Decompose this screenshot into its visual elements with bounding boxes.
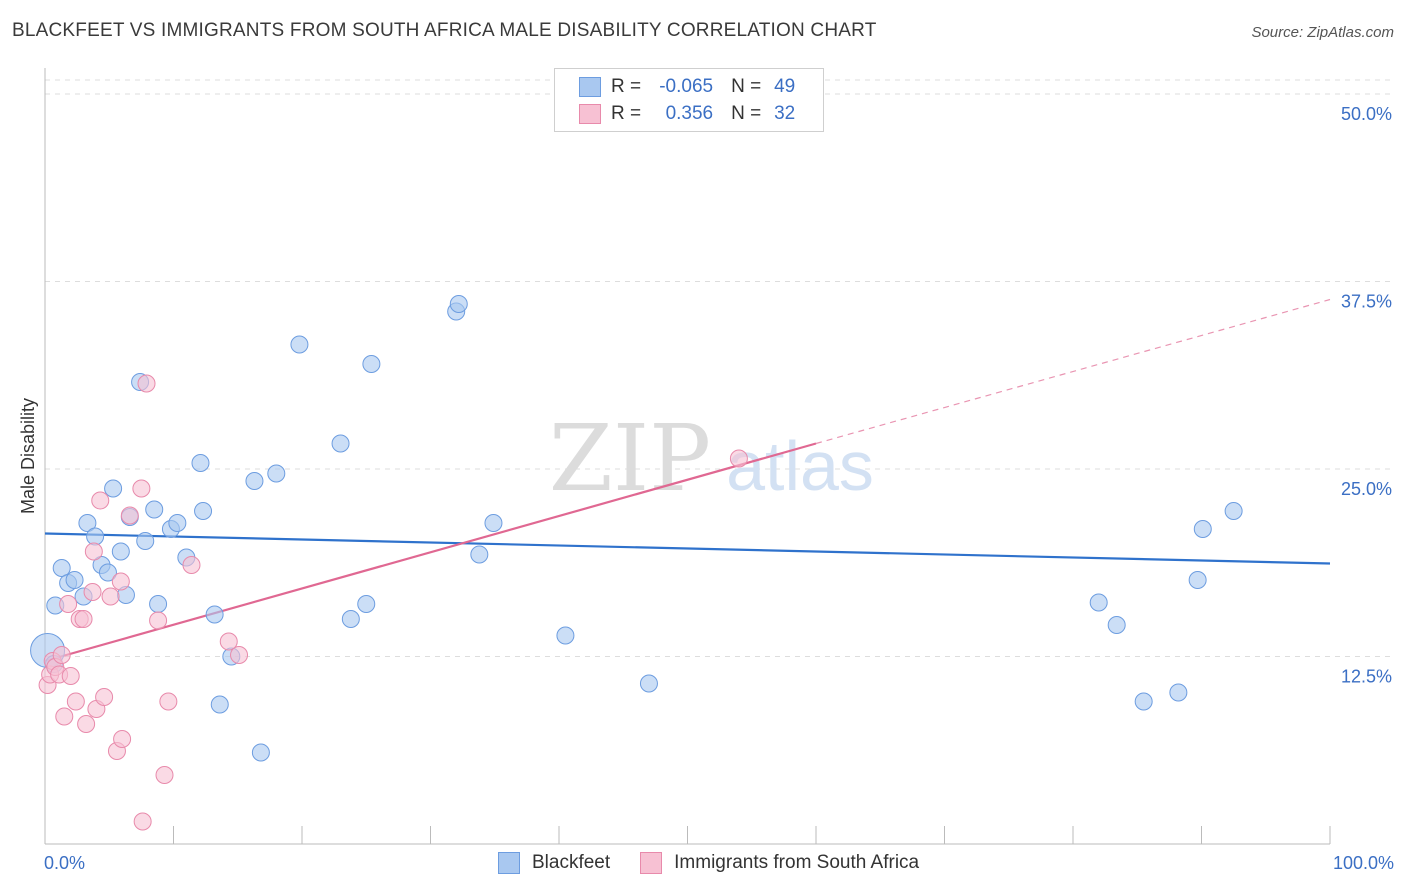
legend-row-blackfeet: R = -0.065 N = 49 <box>579 74 795 100</box>
immigrants-point <box>149 611 168 630</box>
immigrants-point <box>133 812 152 831</box>
blackfeet-point <box>65 571 84 589</box>
immigrants-point <box>101 587 120 606</box>
legend-r-label: R = <box>611 76 642 97</box>
blackfeet-point <box>98 563 117 582</box>
blackfeet-point <box>168 514 187 532</box>
legend-item-immigrants[interactable]: Immigrants from South Africa <box>640 852 919 874</box>
blackfeet-point <box>1107 616 1126 634</box>
blackfeet-point <box>245 472 264 490</box>
x-tick-label: 100.0% <box>1333 853 1394 873</box>
immigrants-point <box>120 506 139 525</box>
blackfeet-point <box>449 295 468 313</box>
series-legend: Blackfeet Immigrants from South Africa <box>498 852 949 874</box>
watermark-atlas: atlas <box>726 427 874 505</box>
immigrants-trendline <box>44 442 817 663</box>
blackfeet-point <box>1193 520 1212 538</box>
correlation-legend: R = -0.065 N = 49 R = 0.356 N = 32 <box>554 68 824 132</box>
immigrants-point <box>66 692 85 711</box>
blackfeet-point <box>52 559 71 577</box>
immigrants-point <box>55 707 74 726</box>
blackfeet-point <box>210 695 229 714</box>
immigrants-trendline-extension <box>815 298 1331 445</box>
immigrants-point <box>132 479 151 498</box>
blackfeet-point <box>290 335 309 354</box>
blackfeet-point <box>1089 593 1108 612</box>
legend-item-blackfeet[interactable]: Blackfeet <box>498 852 610 874</box>
blackfeet-point <box>362 355 381 373</box>
immigrants-point <box>52 646 71 664</box>
blackfeet-point <box>194 502 213 520</box>
blackfeet-point <box>1134 692 1153 711</box>
immigrants-point <box>61 667 80 685</box>
legend-r-label: R = <box>611 103 642 124</box>
x-tick-label: 0.0% <box>44 853 85 873</box>
blackfeet-point <box>78 514 97 532</box>
immigrants-point <box>74 610 93 628</box>
blackfeet-point <box>149 595 168 613</box>
blackfeet-point <box>251 743 270 762</box>
immigrants-point <box>84 542 103 561</box>
immigrants-point <box>95 688 114 706</box>
blackfeet-point <box>205 605 224 624</box>
blackfeet-point <box>267 464 286 483</box>
blackfeet-point <box>1224 502 1243 520</box>
immigrants-point <box>137 374 156 393</box>
legend-label-immigrants: Immigrants from South Africa <box>674 852 920 873</box>
blackfeet-point <box>136 532 155 550</box>
blackfeet-point <box>111 542 130 561</box>
watermark-zip: ZIP <box>549 405 711 512</box>
y-tick-label: 37.5% <box>1341 292 1392 312</box>
blackfeet-point <box>357 595 376 613</box>
immigrants-point <box>113 730 132 748</box>
immigrants-point <box>182 556 201 574</box>
legend-n-label: N = <box>731 103 762 124</box>
immigrants-point <box>77 715 96 733</box>
immigrants-point <box>111 572 130 591</box>
immigrants-point <box>159 692 178 711</box>
legend-n-label: N = <box>731 76 762 97</box>
immigrants-point <box>729 449 748 468</box>
immigrants-point <box>155 766 174 784</box>
blackfeet-point <box>145 500 164 519</box>
blackfeet-point <box>484 514 503 532</box>
source-label: Source: ZipAtlas.com <box>1251 24 1394 41</box>
blackfeet-point <box>191 454 210 472</box>
legend-n-value: 49 <box>774 76 796 97</box>
blackfeet-point <box>1169 683 1188 702</box>
y-axis-label: Male Disability <box>18 398 38 514</box>
immigrants-point <box>59 595 78 613</box>
legend-swatch-blackfeet <box>579 77 601 97</box>
blackfeet-point <box>556 626 575 645</box>
blackfeet-point <box>639 674 658 693</box>
legend-swatch-immigrants <box>640 852 663 874</box>
y-tick-label: 25.0% <box>1341 479 1392 499</box>
legend-r-value: 0.356 <box>665 103 714 124</box>
legend-swatch-blackfeet <box>498 852 520 874</box>
blackfeet-point <box>470 545 489 564</box>
legend-label-blackfeet: Blackfeet <box>532 852 611 873</box>
immigrants-point <box>230 646 249 664</box>
y-tick-label: 12.5% <box>1341 667 1392 687</box>
immigrants-point <box>83 583 102 601</box>
immigrants-point <box>91 491 110 510</box>
chart-title: BLACKFEET VS IMMIGRANTS FROM SOUTH AFRIC… <box>12 20 877 41</box>
y-tick-label: 50.0% <box>1341 104 1392 124</box>
blackfeet-trendline <box>44 532 1331 565</box>
legend-n-value: 32 <box>774 103 796 124</box>
blackfeet-point <box>341 610 360 628</box>
legend-swatch-immigrants <box>579 104 601 124</box>
blackfeet-point <box>1188 571 1207 589</box>
immigrants-point <box>219 632 238 651</box>
blackfeet-point <box>104 479 123 498</box>
legend-r-value: -0.065 <box>659 76 714 97</box>
legend-row-immigrants: R = 0.356 N = 32 <box>579 101 795 127</box>
blackfeet-point <box>331 434 350 453</box>
blackfeet-point <box>86 527 105 546</box>
